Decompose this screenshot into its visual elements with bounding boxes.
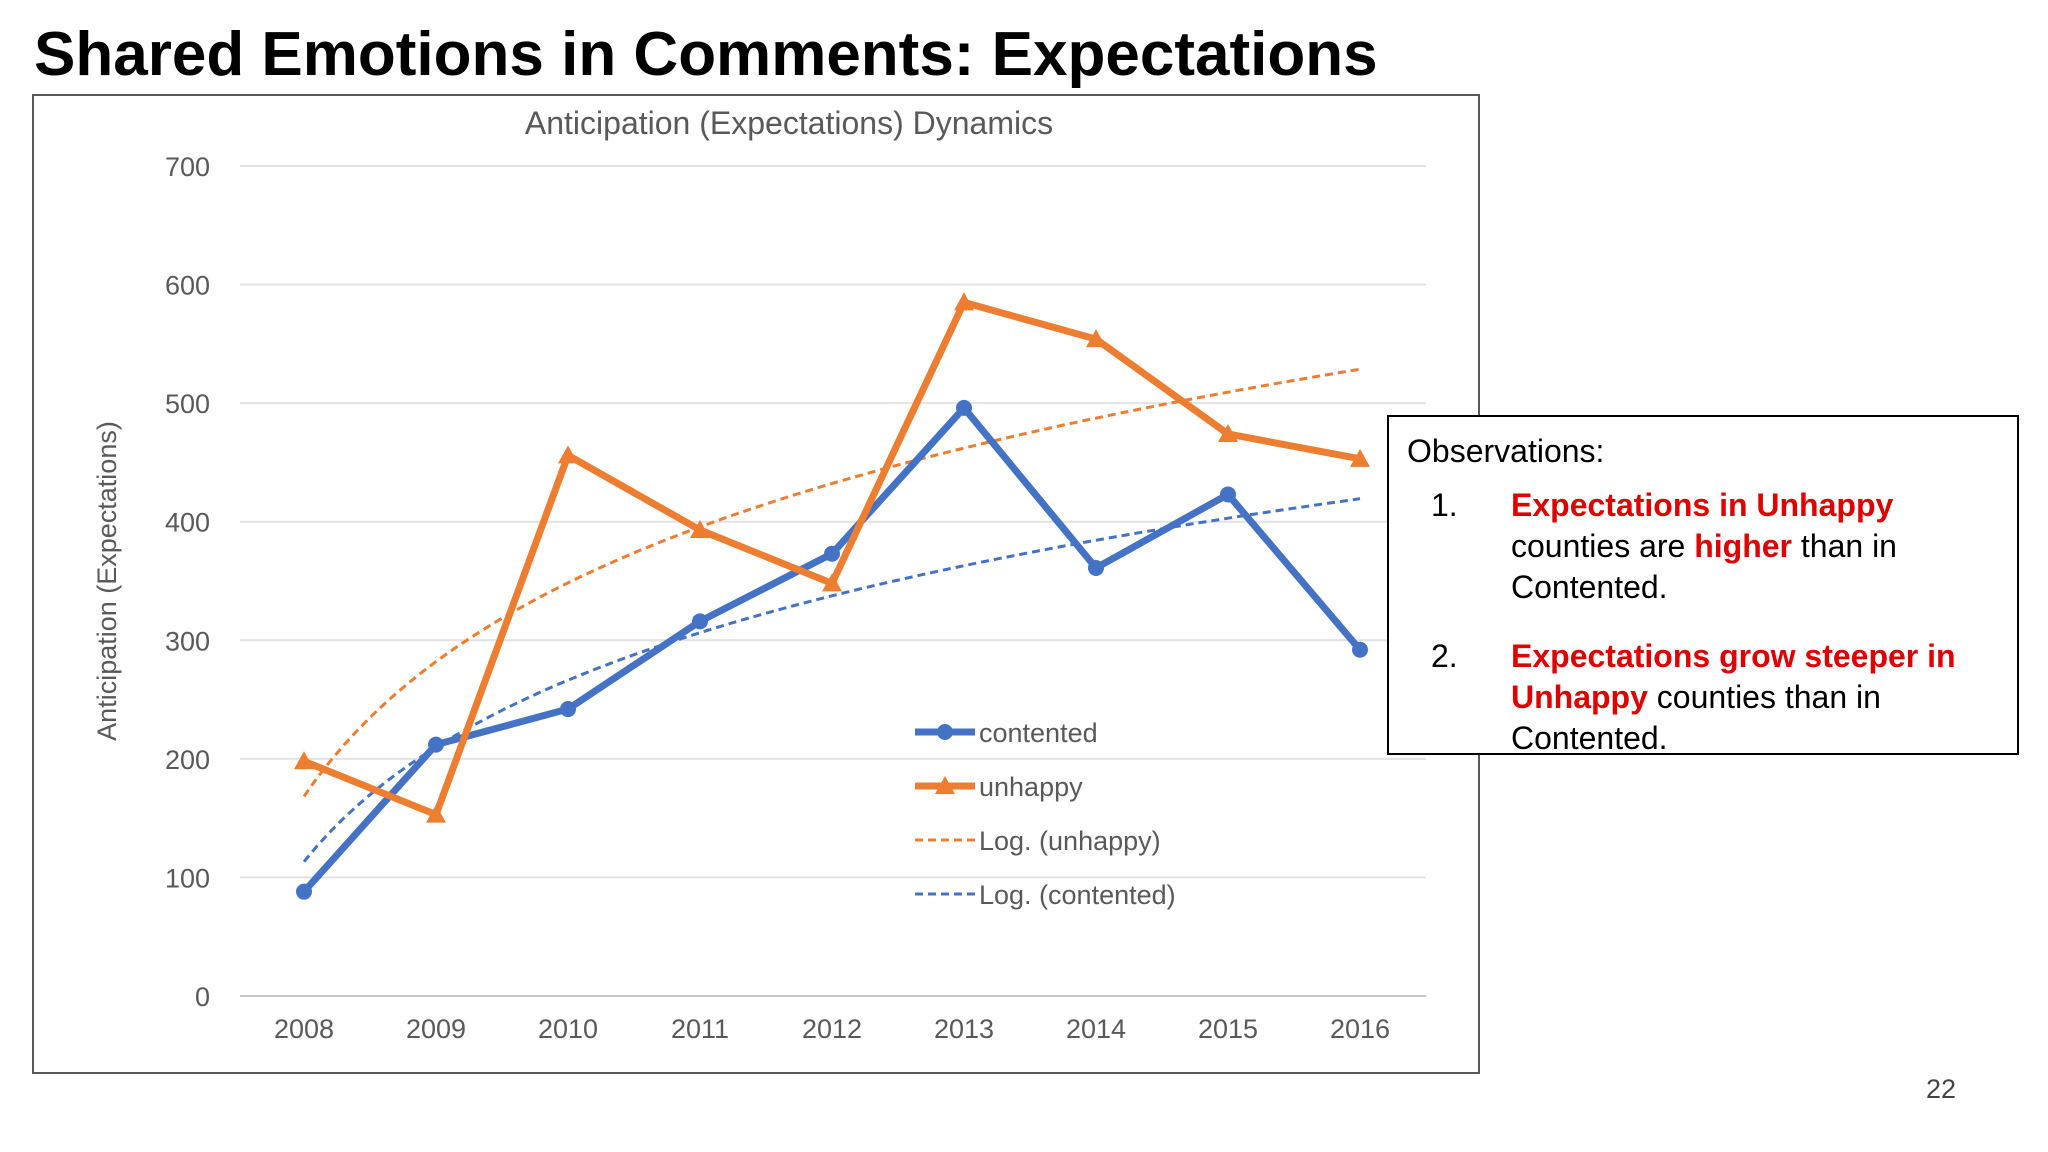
x-tick-label: 2013	[934, 1014, 994, 1044]
observation-text: Expectations in Unhappy counties are hig…	[1511, 485, 2001, 608]
series-line-contented	[301, 404, 1363, 894]
y-tick-label: 100	[165, 863, 210, 893]
page-number: 22	[1926, 1074, 1957, 1104]
y-tick-label: 700	[165, 152, 210, 182]
y-tick-label: 500	[165, 389, 210, 419]
observation-segment: than in Contented.	[1511, 528, 1897, 605]
y-tick-label: 300	[165, 626, 210, 656]
y-tick-label: 400	[165, 508, 210, 538]
legend-marker-unhappy	[935, 776, 955, 794]
legend-label: Log. (unhappy)	[979, 826, 1161, 856]
observations-box: Observations: 1. Expectations in Unhappy…	[1387, 415, 2019, 756]
x-tick-label: 2009	[406, 1014, 466, 1044]
data-point-unhappy	[558, 445, 578, 464]
line-chart: Anticipation (Expectations) Dynamics 0 100…	[92, 105, 1426, 1044]
x-tick-label: 2010	[538, 1014, 598, 1044]
x-tick-label: 2015	[1198, 1014, 1258, 1044]
data-point-unhappy	[426, 804, 446, 823]
data-point-unhappy	[690, 520, 710, 539]
observation-segment: counties than in Contented.	[1511, 679, 1881, 756]
observation-text: Expectations grow steeper in Unhappy cou…	[1511, 636, 2001, 759]
legend-label: unhappy	[979, 772, 1083, 802]
data-point-contented	[956, 399, 972, 416]
data-point-contented	[560, 701, 576, 718]
y-tick-label: 200	[165, 745, 210, 775]
data-point-unhappy	[294, 751, 314, 770]
x-tick-label: 2016	[1330, 1014, 1390, 1044]
slide-title: Shared Emotions in Comments: Expectation…	[34, 20, 1378, 89]
chart-frame	[32, 94, 1480, 1074]
data-point-unhappy	[954, 292, 974, 311]
trendline-unhappy	[302, 367, 1361, 798]
legend-label: Log. (contented)	[979, 880, 1176, 910]
observation-highlight: Expectations grow steeper in Unhappy	[1511, 638, 1956, 715]
chart-title: Anticipation (Expectations) Dynamics	[525, 105, 1053, 141]
data-point-contented	[1088, 559, 1104, 576]
x-tick-label: 2012	[802, 1014, 862, 1044]
data-point-unhappy	[1350, 448, 1370, 467]
observation-number: 2.	[1431, 638, 1458, 674]
trendline-contented	[302, 497, 1361, 863]
data-point-unhappy	[1218, 423, 1238, 442]
data-point-contented	[296, 883, 312, 900]
observation-segment: counties are	[1511, 528, 1695, 564]
legend-label: contented	[979, 718, 1098, 748]
y-tick-label: 600	[165, 271, 210, 301]
x-tick-label: 2014	[1066, 1014, 1126, 1044]
data-point-unhappy	[822, 573, 842, 592]
x-tick-label: 2011	[671, 1014, 729, 1044]
data-point-contented	[428, 736, 444, 753]
y-tick-label: 0	[195, 982, 210, 1012]
x-tick-label: 2008	[274, 1014, 334, 1044]
observation-highlight: Expectations in Unhappy	[1511, 487, 1894, 523]
data-point-contented	[824, 545, 840, 562]
data-point-contented	[1352, 641, 1368, 658]
observation-number: 1.	[1431, 487, 1458, 523]
observation-highlight: higher	[1694, 528, 1792, 564]
data-point-contented	[692, 613, 708, 630]
data-point-unhappy	[1086, 329, 1106, 348]
observations-heading: Observations:	[1407, 433, 1605, 469]
data-point-contented	[1220, 486, 1236, 503]
y-axis-label: Anticipation (Expectations)	[92, 421, 122, 741]
legend-marker-contented	[937, 724, 953, 740]
